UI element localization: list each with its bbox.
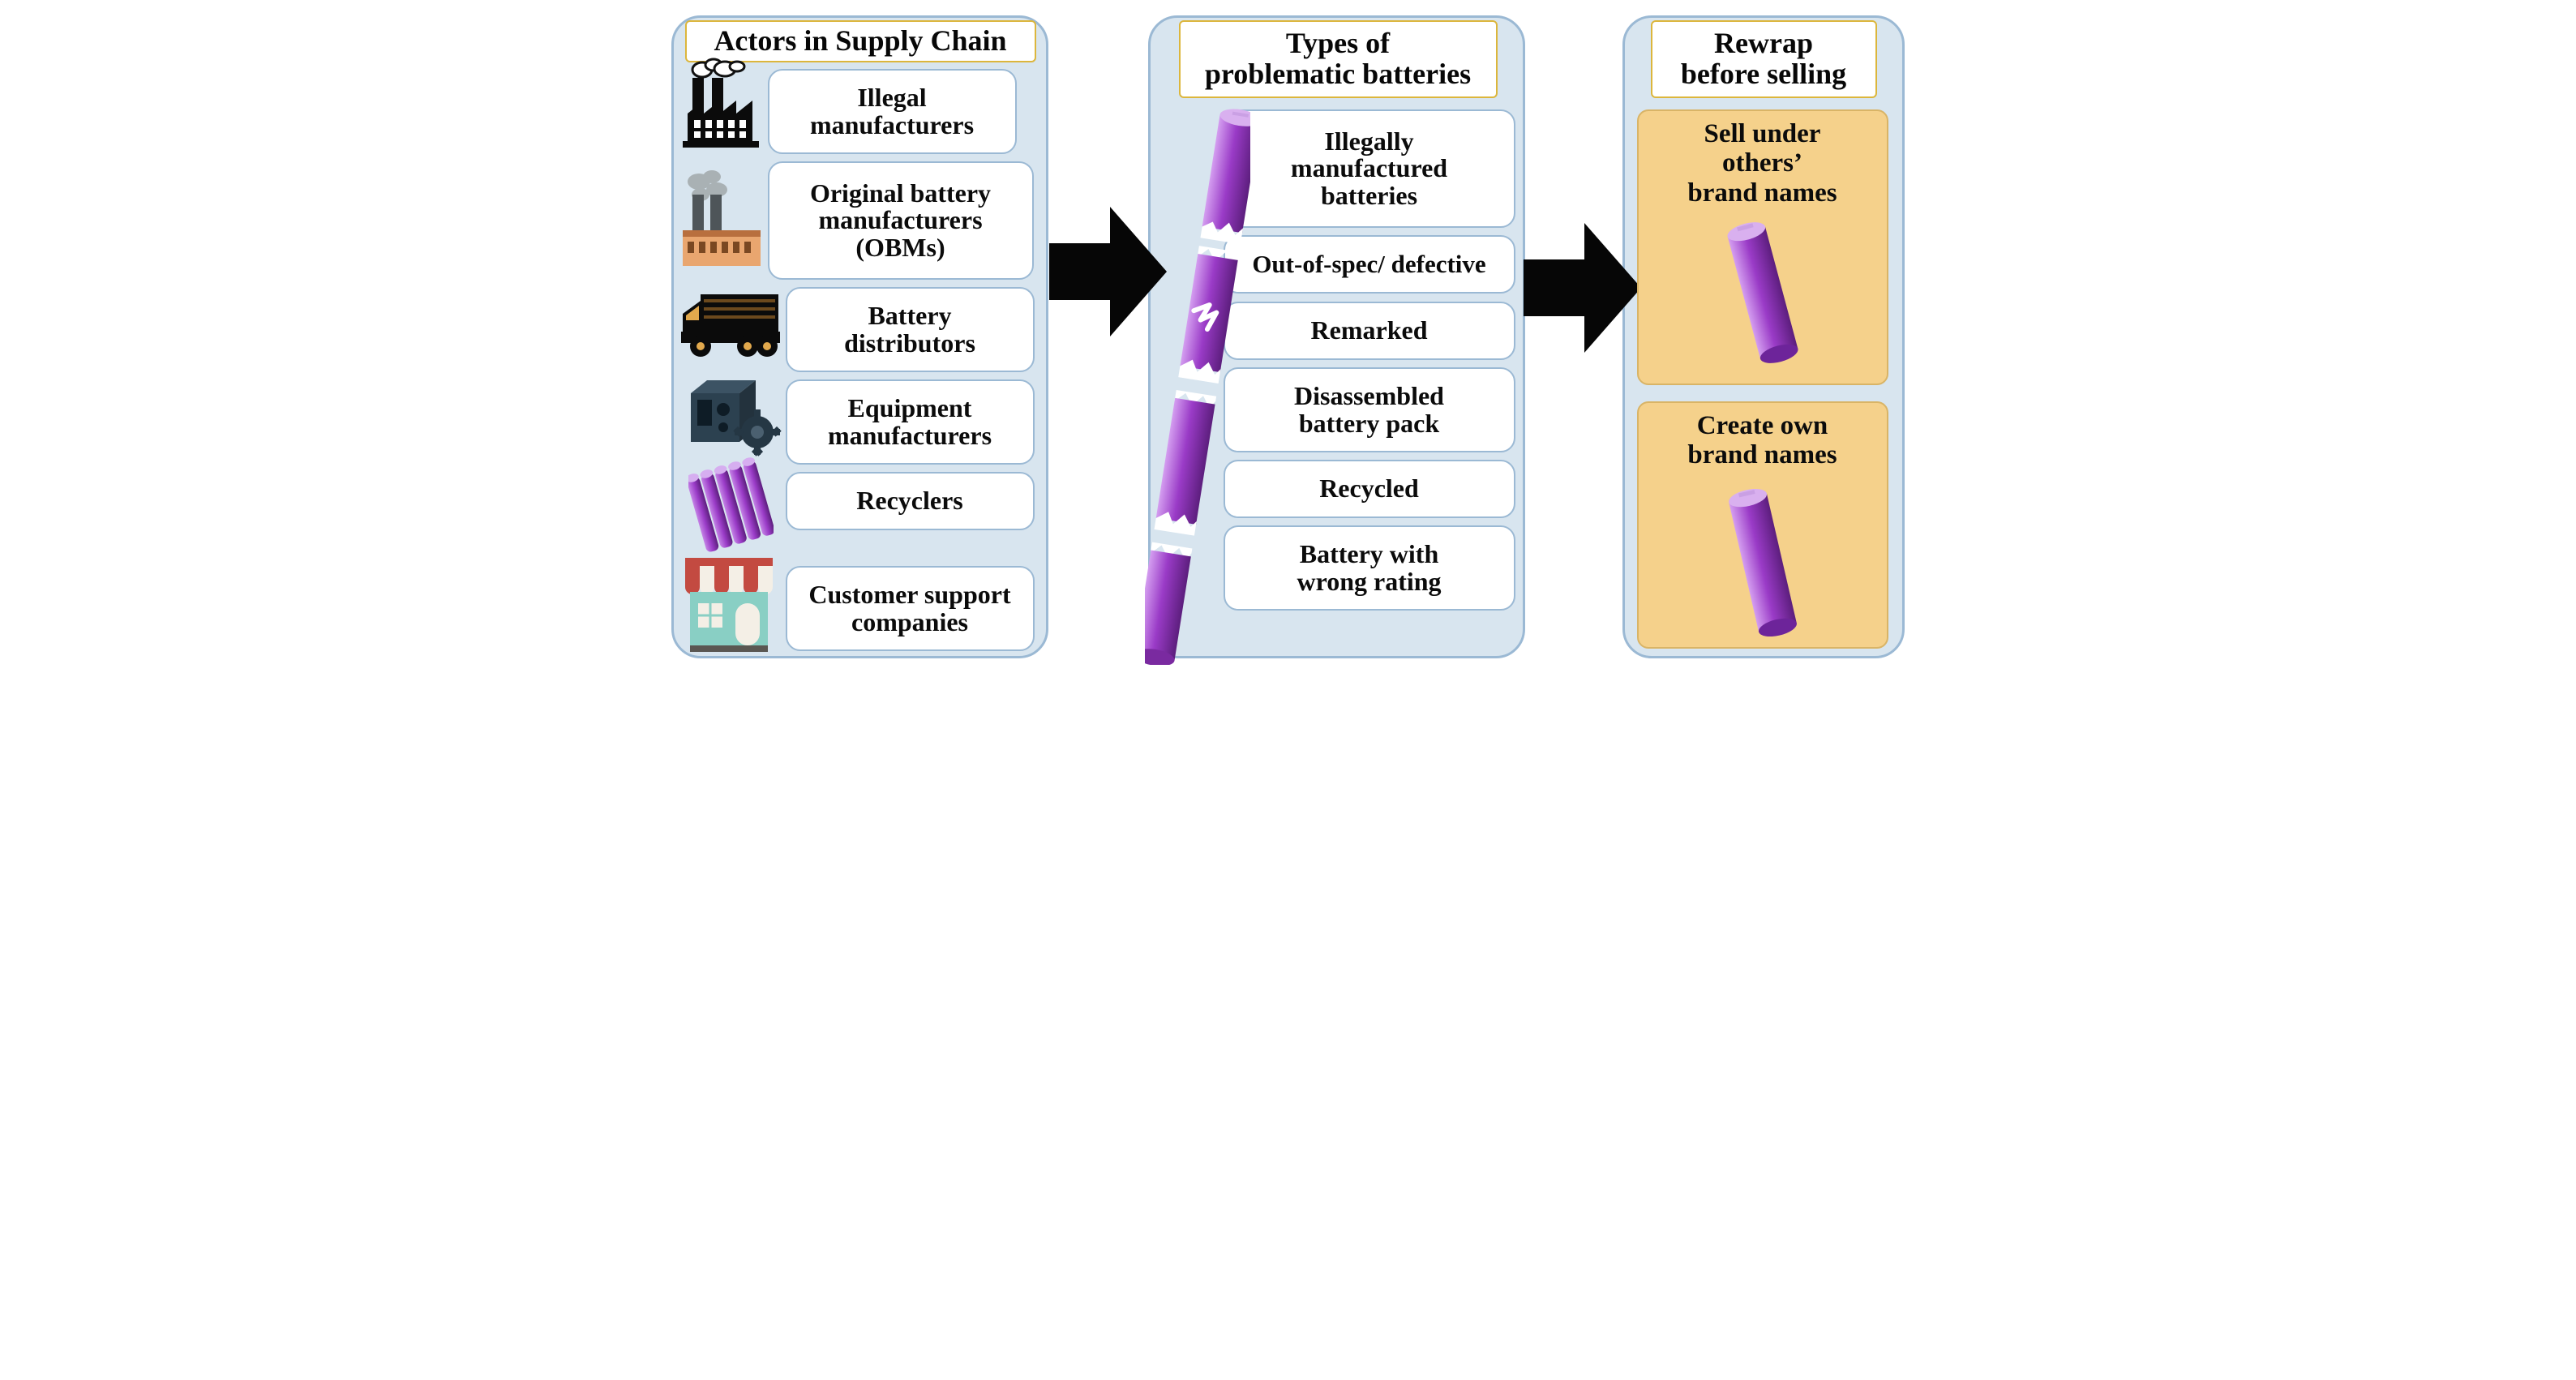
left-item-5: Customer support companies: [786, 566, 1035, 651]
left-item-2: Battery distributors: [786, 287, 1035, 372]
left-item-3: Equipment manufacturers: [786, 379, 1035, 465]
right-box-1-label: Create own brand names: [1687, 411, 1837, 470]
truck-icon: [676, 280, 782, 369]
store-icon: [679, 551, 780, 657]
mid-item-3: Disassembled battery pack: [1224, 367, 1515, 452]
factory-color-icon: [676, 170, 767, 276]
right-box-0: Sell under others’ brand names: [1637, 109, 1888, 385]
machine-icon: [676, 369, 782, 466]
mid-item-2: Remarked: [1224, 302, 1515, 360]
diagram-stage: Actors in Supply Chain Types of problema…: [664, 0, 1913, 669]
title-middle: Types of problematic batteries: [1179, 20, 1498, 98]
arrow-middle-to-right: [1524, 223, 1641, 353]
mid-item-4: Recycled: [1224, 460, 1515, 518]
left-item-4: Recyclers: [786, 472, 1035, 530]
battery-icon-bottom: [1726, 482, 1799, 644]
left-item-0: Illegal manufacturers: [768, 69, 1017, 154]
mid-item-0: Illegally manufactured batteries: [1224, 109, 1515, 228]
broken-batteries-icon: [1145, 105, 1250, 665]
right-box-0-label: Sell under others’ brand names: [1687, 119, 1837, 208]
mid-item-5: Battery with wrong rating: [1224, 525, 1515, 611]
left-item-1: Original battery manufacturers (OBMs): [768, 161, 1034, 280]
battery-icon-top: [1726, 216, 1799, 370]
right-box-1: Create own brand names: [1637, 401, 1888, 649]
battery-pack-icon: [688, 454, 774, 564]
factory-dark-icon: [676, 57, 765, 154]
title-right: Rewrap before selling: [1651, 20, 1877, 98]
mid-item-1: Out-of-spec/ defective: [1224, 235, 1515, 294]
